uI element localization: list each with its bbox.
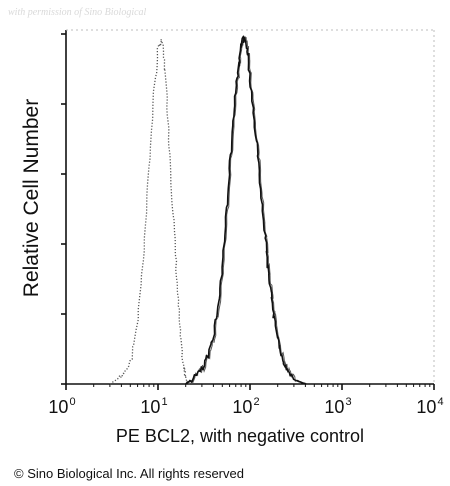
y-axis-label: Relative Cell Number xyxy=(20,99,43,297)
x-tick-label: 102 xyxy=(232,396,259,417)
copyright-text: © Sino Biological Inc. All rights reserv… xyxy=(14,466,244,481)
series-1-noise xyxy=(186,36,307,385)
x-tick-label: 104 xyxy=(416,396,443,417)
x-tick-label: 100 xyxy=(48,396,75,417)
series-0-line xyxy=(109,38,190,385)
x-axis-label: PE BCL2, with negative control xyxy=(116,426,364,446)
series-1-line xyxy=(185,35,306,385)
x-axis-ticks: 100 101 102 103 104 xyxy=(48,384,444,417)
series-layer xyxy=(109,35,307,385)
y-axis-ticks xyxy=(61,33,66,385)
plot-area: 100 101 102 103 104 xyxy=(48,29,444,417)
watermark-text: with permission of Sino Biological xyxy=(8,7,147,18)
x-tick-label: 103 xyxy=(324,396,351,417)
x-tick-label: 101 xyxy=(140,396,167,417)
